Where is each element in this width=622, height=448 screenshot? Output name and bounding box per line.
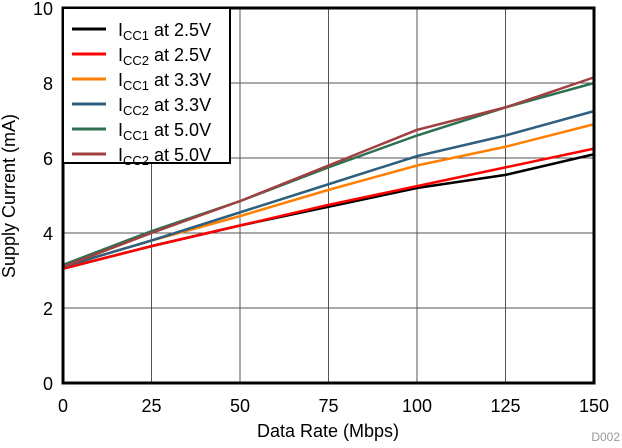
y-tick-label: 6 bbox=[43, 149, 53, 169]
x-tick-labels: 0 25 50 75 100 125 150 bbox=[58, 396, 609, 416]
legend-entry: ICC2 at 5.0V bbox=[118, 145, 211, 168]
y-tick-label: 10 bbox=[33, 0, 53, 19]
legend-box bbox=[62, 7, 231, 164]
y-tick-label: 2 bbox=[43, 299, 53, 319]
series-lines bbox=[62, 76, 595, 270]
x-tick-label: 25 bbox=[141, 396, 161, 416]
y-tick-label: 4 bbox=[43, 224, 53, 244]
y-tick-labels: 0 2 4 6 8 10 bbox=[33, 0, 53, 394]
x-tick-label: 50 bbox=[230, 396, 250, 416]
y-tick-label: 0 bbox=[43, 374, 53, 394]
x-tick-label: 75 bbox=[318, 396, 338, 416]
plot-frame bbox=[61, 6, 596, 385]
x-tick-label: 0 bbox=[58, 396, 68, 416]
legend-entry: ICC2 at 2.5V bbox=[118, 45, 211, 68]
legend-entry: ICC1 at 3.3V bbox=[118, 70, 211, 93]
series-line bbox=[62, 147, 595, 270]
legend-entry: ICC1 at 2.5V bbox=[118, 20, 211, 43]
series-line bbox=[62, 109, 595, 268]
x-tick-label: 100 bbox=[402, 396, 432, 416]
y-tick-label: 8 bbox=[43, 74, 53, 94]
x-tick-label: 150 bbox=[579, 396, 609, 416]
y-axis-label: Supply Current (mA) bbox=[0, 114, 19, 278]
x-axis-label: Data Rate (Mbps) bbox=[257, 421, 399, 441]
legend-entry: ICC2 at 3.3V bbox=[118, 95, 211, 118]
series-line bbox=[62, 76, 595, 268]
watermark: D002 bbox=[591, 430, 620, 443]
x-tick-label: 125 bbox=[490, 396, 520, 416]
legend-entry: ICC1 at 5.0V bbox=[118, 120, 211, 143]
